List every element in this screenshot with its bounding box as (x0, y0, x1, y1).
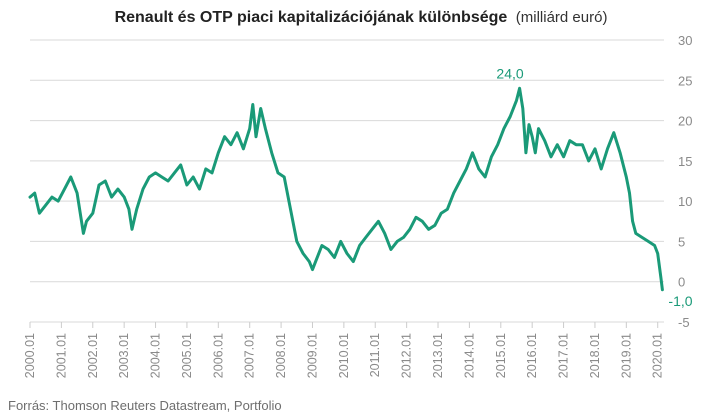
y-tick-label: 30 (678, 33, 692, 48)
x-tick-label: 2000.01 (23, 333, 37, 378)
x-tick-label: 2010.01 (337, 333, 351, 378)
x-tick-label: 2017.01 (557, 333, 571, 378)
chart-title-unit: (milliárd euró) (516, 9, 608, 26)
x-tick-label: 2018.01 (588, 333, 602, 378)
x-tick-label: 2016.01 (525, 333, 539, 378)
x-tick-label: 2020.01 (651, 333, 665, 378)
x-tick-label: 2007.01 (243, 333, 257, 378)
x-axis: 2000.01 2001.01 2002.01 2003.01 2004.01 2005.… (23, 322, 665, 378)
source-note: Forrás: Thomson Reuters Datastream, Port… (8, 398, 282, 413)
y-tick-label: -5 (678, 315, 690, 330)
x-tick-label: 2019.01 (619, 333, 633, 378)
x-tick-label: 2005.01 (180, 333, 194, 378)
y-tick-label: 10 (678, 194, 692, 209)
chart-title: Renault és OTP piaci kapitalizációjának … (115, 9, 608, 26)
x-tick-label: 2011.01 (368, 333, 382, 377)
chart-title-main: Renault és OTP piaci kapitalizációjának … (115, 9, 508, 26)
x-tick-label: 2013.01 (431, 333, 445, 378)
x-tick-label: 2002.01 (86, 333, 100, 378)
y-tick-label: 0 (678, 275, 685, 290)
x-tick-label: 2006.01 (211, 333, 225, 378)
y-tick-label: 25 (678, 73, 692, 88)
grid (30, 39, 664, 323)
x-tick-label: 2004.01 (149, 333, 163, 378)
x-tick-label: 2001.01 (54, 333, 68, 378)
x-tick-label: 2015.01 (494, 333, 508, 378)
x-tick-label: 2009.01 (305, 333, 319, 378)
y-axis: 30 25 20 15 10 5 0 -5 (678, 33, 692, 330)
series-line (28, 86, 664, 292)
y-tick-label: 5 (678, 234, 685, 249)
annotation-label: 24,0 (496, 65, 523, 81)
x-tick-label: 2003.01 (117, 333, 131, 378)
x-tick-label: 2014.01 (462, 333, 476, 378)
y-tick-label: 20 (678, 114, 692, 129)
x-tick-label: 2012.01 (400, 333, 414, 378)
annotation-label: -1,0 (668, 293, 692, 309)
y-tick-label: 15 (678, 154, 692, 169)
x-tick-label: 2008.01 (274, 333, 288, 378)
annotations: 24,0 -1,0 (496, 65, 692, 308)
